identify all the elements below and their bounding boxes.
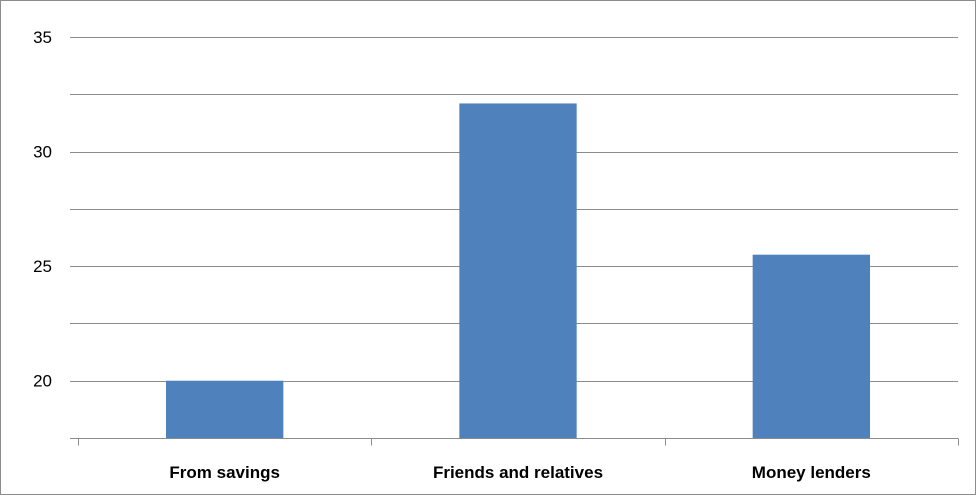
bars [166, 103, 870, 439]
y-tick-label: 20 [33, 372, 52, 391]
x-category-label: Money lenders [752, 463, 871, 482]
y-tick-label: 35 [33, 28, 52, 47]
x-category-label: From savings [169, 463, 280, 482]
x-category-label: Friends and relatives [433, 463, 603, 482]
bar-money-lenders [752, 254, 870, 438]
y-tick-label: 30 [33, 143, 52, 162]
bar-from-savings [166, 380, 284, 438]
bar-friends-and-relatives [459, 103, 577, 439]
y-tick-label: 25 [33, 257, 52, 276]
axes [70, 438, 959, 446]
x-category-labels: From savings Friends and relatives Money l… [169, 463, 870, 482]
y-tick-labels: 20 25 30 35 [33, 28, 52, 391]
